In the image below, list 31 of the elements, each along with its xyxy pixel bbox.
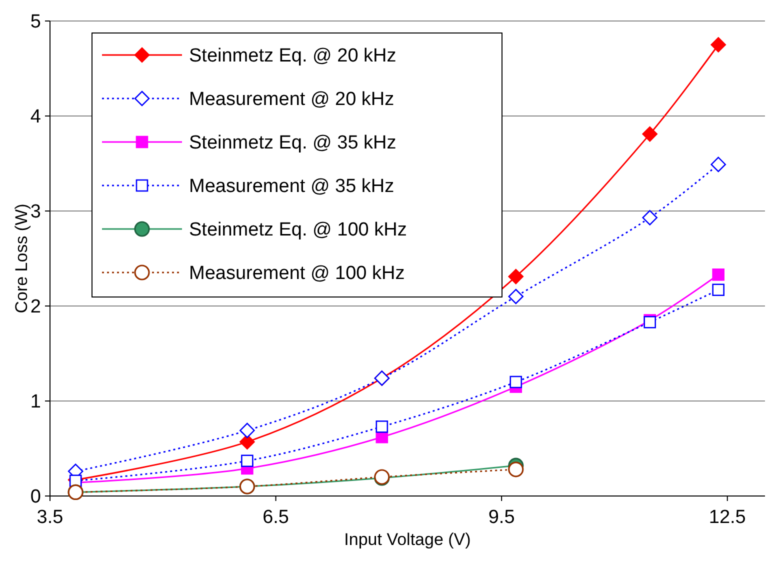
y-tick-label: 0 (30, 486, 41, 508)
point (510, 376, 522, 388)
y-tick-label: 3 (30, 202, 41, 223)
y-tick-label: 2 (30, 296, 41, 318)
point (508, 288, 524, 304)
x-tick-label: 3.5 (36, 507, 64, 528)
point (642, 126, 658, 142)
legend-label: Steinmetz Eq. @ 35 kHz (189, 132, 396, 154)
point (376, 420, 388, 433)
point (710, 37, 726, 52)
y-tick-label: 4 (30, 106, 42, 128)
y-axis-title: Core Loss (W) (12, 204, 31, 314)
legend-label: Measurement @ 100 kHz (189, 263, 405, 284)
legend-label: Steinmetz Eq. @ 100 kHz (189, 220, 407, 241)
x-tick-label: 6.5 (262, 507, 289, 528)
legend-label: Steinmetz Eq. @ 20 kHz (189, 46, 396, 67)
point (712, 268, 724, 281)
x-tick-label: 9.5 (488, 507, 515, 528)
point (710, 156, 726, 172)
y-tick-label: 1 (30, 392, 41, 413)
point (240, 434, 255, 450)
x-tick-label: 12.5 (708, 507, 746, 528)
legend-label: Measurement @ 20 kHz (189, 89, 394, 110)
point (508, 462, 524, 478)
x-axis-title: Input Voltage (V) (344, 530, 471, 549)
point (240, 422, 255, 438)
point (508, 268, 524, 284)
legend-label: Measurement @ 35 kHz (189, 176, 394, 198)
point (241, 454, 254, 467)
y-tick-label: 5 (30, 12, 41, 33)
point (642, 210, 658, 226)
